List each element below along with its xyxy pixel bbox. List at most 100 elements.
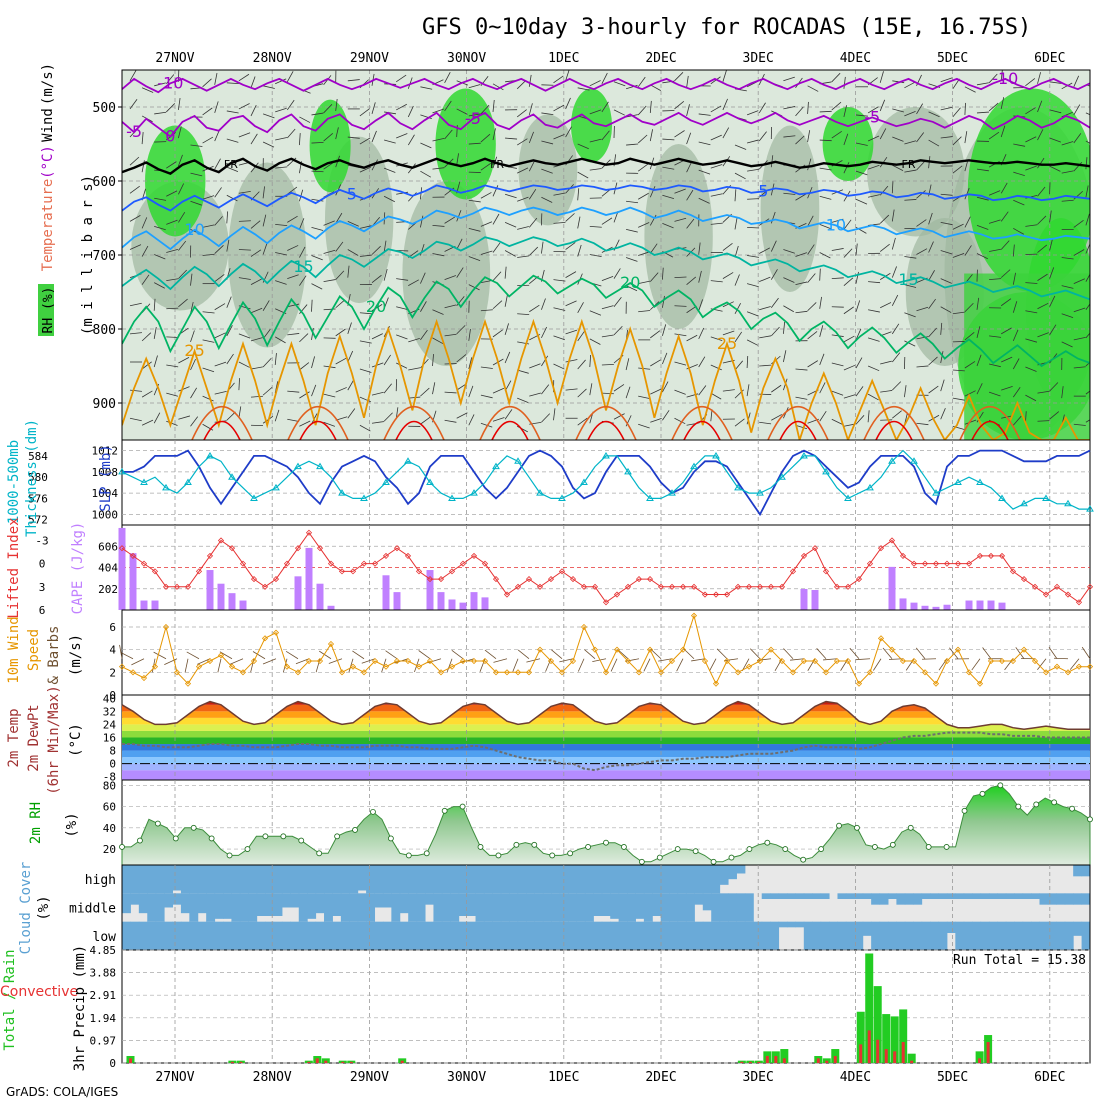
wind-barb <box>783 305 794 313</box>
precip-axis-label: 3hr Precip (mm) <box>72 945 88 1071</box>
cloud-cell <box>635 921 645 950</box>
wind-barb <box>795 135 805 145</box>
precip-convective-bar <box>825 1060 829 1063</box>
cloud-cell <box>576 893 586 922</box>
wind-barb <box>492 417 505 422</box>
lifted-index-point <box>899 552 907 559</box>
wind-speed-point <box>1086 663 1094 670</box>
cloud-cell <box>728 921 737 950</box>
wind-barb <box>795 424 808 430</box>
lifted-index-point <box>558 568 566 575</box>
lifted-index-point <box>602 599 610 606</box>
wind-barb <box>1073 336 1086 341</box>
cloud-cell <box>862 921 872 936</box>
wind-barb <box>166 392 178 397</box>
wind-barb <box>553 75 564 84</box>
wind-barb <box>1001 327 1012 335</box>
wind-barb <box>976 383 983 395</box>
panel-frame-wind <box>121 609 1091 696</box>
rh-tick-label: 60 <box>103 801 116 814</box>
wind-barb <box>371 130 377 143</box>
lifted-index-point <box>679 583 687 590</box>
lifted-index-point <box>734 583 742 590</box>
thickness-axis-label: 1000-500mb <box>6 440 22 524</box>
wind-barb <box>432 167 445 170</box>
cape-tick-label: 202 <box>98 583 118 596</box>
wind-barb <box>1012 329 1019 342</box>
contour-label: 5 <box>347 184 357 203</box>
lifted-index-point <box>965 560 973 567</box>
wind-barb <box>916 422 929 426</box>
cape-bar <box>459 602 467 610</box>
wind-barb <box>226 110 239 114</box>
wind-barb <box>468 142 481 145</box>
slp-tick-label: 1012 <box>92 445 119 458</box>
wind-barb <box>262 300 270 311</box>
rh-point <box>907 824 914 831</box>
wind-barb <box>359 312 372 315</box>
wind-barb <box>1037 100 1043 113</box>
wind-speed-point <box>382 663 390 670</box>
rh-point <box>997 782 1004 789</box>
wind-barb <box>492 300 503 310</box>
cape-bar <box>800 588 808 610</box>
cloud-cell <box>576 865 586 894</box>
cloud-cell <box>887 921 897 950</box>
wind-barb <box>250 366 263 370</box>
cloud-cell <box>517 921 527 950</box>
contour-label: 15 <box>898 270 918 289</box>
wind-barb <box>982 647 992 659</box>
cloud-cell <box>660 921 670 950</box>
wind-barb <box>1048 647 1058 659</box>
wind-barb <box>383 167 396 173</box>
cloud-cell <box>382 865 392 894</box>
thickness-point <box>734 483 742 491</box>
cloud-cell <box>997 893 1007 899</box>
lifted-index-point <box>228 545 236 552</box>
wind-barb <box>347 350 354 363</box>
wind-barb <box>928 212 933 225</box>
wind-barb <box>601 217 613 225</box>
wind-barb <box>916 190 926 199</box>
wind-barb <box>734 418 745 427</box>
wind-barb <box>517 167 529 174</box>
wind-barb <box>722 70 727 82</box>
cloud-cell <box>416 893 426 922</box>
wind-barb <box>456 108 468 115</box>
slp-axis-label: SLP (mb) <box>98 444 114 511</box>
wind-barb <box>879 71 884 83</box>
precip-legend-rain: Total / Rain <box>2 949 18 1050</box>
rh2m-axis-label: 2m RH <box>28 802 44 844</box>
wind-barb <box>613 325 623 336</box>
wind-barb <box>1073 307 1086 313</box>
wind-barb <box>444 333 457 337</box>
wind-barb <box>625 257 638 262</box>
cloud-cell <box>475 921 485 950</box>
wind-speed-point <box>547 657 555 665</box>
wind-barb <box>226 353 234 365</box>
lifted-index-point <box>855 576 863 583</box>
wind-barb <box>1073 249 1085 256</box>
wind-barb <box>674 333 687 337</box>
temperature-contour <box>863 406 925 440</box>
cloud-cell <box>349 865 359 894</box>
lifted-index-point <box>998 552 1006 559</box>
wind-barb <box>383 268 388 281</box>
rh-tick-label: 40 <box>103 822 116 835</box>
cape-tick-label: 404 <box>98 562 118 575</box>
cloud-cell <box>492 865 502 894</box>
wind-barb <box>964 245 972 256</box>
cloud-cell <box>770 893 780 899</box>
wind-speed-point <box>404 657 412 665</box>
wind-barb <box>601 363 614 366</box>
thickness-point <box>756 489 764 496</box>
wind-barb <box>275 166 288 169</box>
wind-barb <box>662 194 675 199</box>
cloud-cell <box>921 893 931 899</box>
wind-barb <box>747 255 760 258</box>
wind-barb <box>759 306 771 311</box>
wind-barb <box>526 658 541 663</box>
rh-point <box>585 844 591 850</box>
rh-shading <box>867 107 965 237</box>
wind-barb <box>141 332 152 342</box>
